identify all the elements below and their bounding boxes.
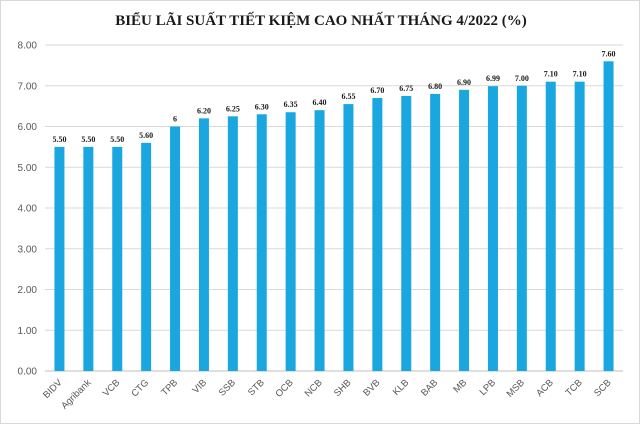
y-tick-label: 6.00 [18, 122, 38, 133]
data-label-vib: 6.20 [197, 106, 211, 115]
y-tick-label: 1.00 [18, 326, 38, 337]
bar-bidv [54, 146, 65, 371]
y-tick-label: 0.00 [18, 367, 38, 378]
bar-tcb [574, 81, 585, 372]
x-tick-label-ctg: CTG [129, 377, 151, 399]
bars [54, 61, 614, 372]
data-label-mb: 6.90 [457, 78, 471, 87]
data-label-bab: 6.80 [428, 82, 442, 91]
x-tick-label-agribank: Agribank [59, 377, 93, 411]
y-axis-ticks: 0.00 1.00 2.00 3.00 4.00 5.00 6.00 7.00 8.00 [18, 41, 38, 378]
bar-ssb [227, 116, 238, 371]
bar-agribank [83, 146, 94, 371]
x-tick-label-shb: SHB [332, 377, 354, 399]
data-label-agribank: 5.50 [81, 135, 95, 144]
bar-mb [459, 89, 470, 371]
y-tick-label: 7.00 [18, 81, 38, 92]
x-tick-label-mb: MB [451, 377, 469, 395]
data-label-bvb: 6.70 [370, 86, 384, 95]
x-tick-label-ssb: SSB [217, 377, 238, 398]
data-label-klb: 6.75 [399, 84, 413, 93]
grid-lines [45, 44, 623, 372]
x-tick-label-lpb: LPB [478, 377, 498, 397]
data-label-stb: 6.30 [255, 102, 269, 111]
data-label-vcb: 5.50 [110, 135, 124, 144]
data-label-tcb: 7.10 [573, 70, 587, 79]
bar-stb [256, 114, 267, 372]
x-tick-label-ocb: OCB [273, 377, 295, 399]
bar-shb [343, 104, 354, 372]
x-tick-label-msb: MSB [505, 377, 527, 399]
x-tick-label-acb: ACB [534, 377, 556, 399]
bar-scb [603, 61, 614, 372]
data-label-shb: 6.55 [341, 92, 355, 101]
bar-vcb [112, 146, 123, 371]
data-label-bidv: 5.50 [52, 135, 66, 144]
x-tick-label-vcb: VCB [101, 377, 123, 399]
x-tick-label-vib: VIB [190, 377, 209, 396]
y-tick-label: 5.00 [18, 163, 38, 174]
data-label-ctg: 5.60 [139, 131, 153, 140]
y-tick-label: 8.00 [18, 41, 38, 52]
bar-ocb [285, 112, 296, 372]
x-tick-label-bidv: BIDV [41, 377, 65, 401]
data-label-ocb: 6.35 [284, 100, 298, 109]
data-label-scb: 7.60 [602, 49, 616, 58]
data-label-acb: 7.10 [544, 70, 558, 79]
x-tick-label-klb: KLB [391, 377, 411, 397]
data-labels: 5.50 5.50 5.50 5.60 6 6.20 6.25 6.30 6.35 6.40 6.5… [52, 49, 615, 144]
bar-bvb [372, 97, 383, 371]
bar-acb [545, 81, 556, 372]
data-label-ncb: 6.40 [313, 98, 327, 107]
bar-bab [430, 93, 441, 372]
x-tick-label-scb: SCB [592, 377, 614, 399]
x-tick-label-bvb: BVB [361, 377, 382, 398]
bar-klb [401, 95, 412, 371]
y-tick-label: 3.00 [18, 244, 38, 255]
data-label-lpb: 6.99 [486, 74, 500, 83]
chart-title: BIỂU LÃI SUẤT TIẾT KIỆM CAO NHẤT THÁNG 4… [115, 11, 527, 29]
data-label-tpb: 6 [173, 115, 177, 124]
x-tick-label-stb: STB [246, 377, 267, 398]
bar-vib [198, 118, 209, 371]
data-label-ssb: 6.25 [226, 104, 240, 113]
data-label-msb: 7.00 [515, 74, 529, 83]
x-tick-label-ncb: NCB [303, 377, 325, 399]
bar-tpb [170, 126, 181, 371]
y-tick-label: 2.00 [18, 285, 38, 296]
bar-ncb [314, 110, 325, 371]
x-tick-label-tcb: TCB [564, 377, 585, 398]
bar-lpb [487, 86, 498, 371]
bar-msb [516, 85, 527, 371]
x-tick-label-bab: BAB [419, 377, 440, 398]
x-tick-label-tpb: TPB [159, 377, 180, 398]
y-tick-label: 4.00 [18, 204, 38, 215]
bar-ctg [141, 142, 152, 371]
